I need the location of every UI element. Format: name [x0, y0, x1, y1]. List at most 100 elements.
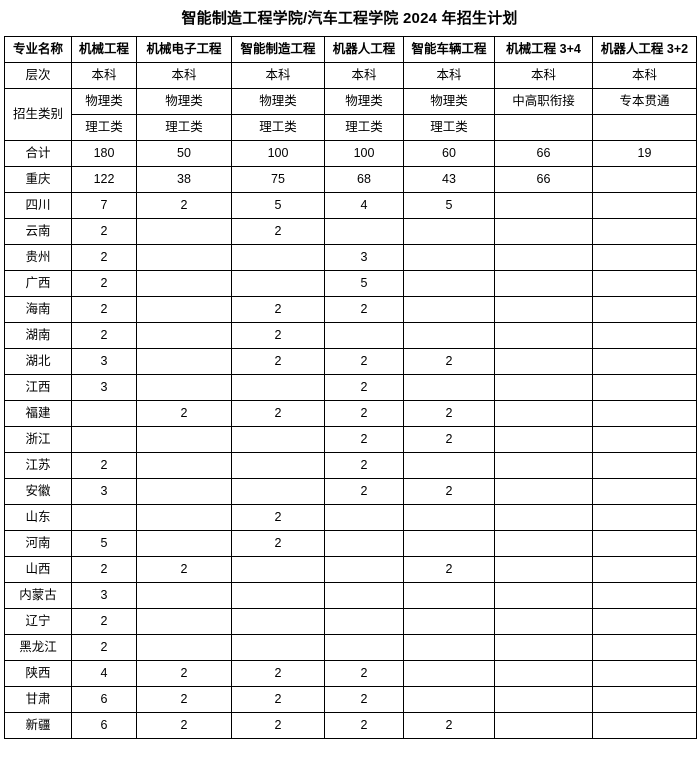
level-cell: 本科 [71, 62, 137, 89]
value-cell [403, 686, 495, 713]
column-header-mechatronics: 机械电子工程 [136, 36, 232, 63]
value-cell [136, 218, 232, 245]
value-cell [494, 296, 593, 323]
value-cell [136, 582, 232, 609]
value-cell: 122 [71, 166, 137, 193]
table-row: 安徽 3 2 2 [4, 478, 697, 505]
category-row-label: 招生类别 [4, 88, 72, 141]
category-cell [592, 114, 697, 141]
value-cell: 2 [231, 348, 325, 375]
row-label: 黑龙江 [4, 634, 72, 661]
table-row: 黑龙江 2 [4, 634, 697, 661]
value-cell [592, 452, 697, 479]
row-label: 河南 [4, 530, 72, 557]
value-cell: 6 [71, 686, 137, 713]
value-cell [494, 504, 593, 531]
value-cell: 2 [71, 556, 137, 583]
value-cell [136, 478, 232, 505]
category-cell: 理工类 [71, 114, 137, 141]
value-cell: 75 [231, 166, 325, 193]
value-cell [231, 426, 325, 453]
value-cell [136, 530, 232, 557]
value-cell [324, 504, 404, 531]
table-row: 重庆 122 38 75 68 43 66 [4, 166, 697, 193]
value-cell: 4 [324, 192, 404, 219]
row-label: 陕西 [4, 660, 72, 687]
page-title: 智能制造工程学院/汽车工程学院 2024 年招生计划 [181, 10, 518, 27]
value-cell [494, 634, 593, 661]
value-cell [136, 426, 232, 453]
row-label: 安徽 [4, 478, 72, 505]
value-cell [231, 608, 325, 635]
value-cell [231, 478, 325, 505]
value-cell [403, 660, 495, 687]
value-cell [494, 322, 593, 349]
value-cell: 2 [324, 296, 404, 323]
row-label: 四川 [4, 192, 72, 219]
value-cell: 2 [136, 400, 232, 427]
value-cell: 2 [324, 686, 404, 713]
value-cell [403, 270, 495, 297]
value-cell: 2 [136, 556, 232, 583]
value-cell: 3 [71, 374, 137, 401]
table-row: 湖南 2 2 [4, 322, 697, 349]
row-label: 合计 [4, 140, 72, 167]
category-row-top: 招生类别 物理类 物理类 物理类 物理类 物理类 中高职衔接 专本贯通 [4, 88, 697, 141]
value-cell [494, 712, 593, 739]
level-row-label: 层次 [4, 62, 72, 89]
value-cell: 2 [231, 296, 325, 323]
value-cell: 2 [71, 270, 137, 297]
table-row: 山东 2 [4, 504, 697, 531]
row-label: 江西 [4, 374, 72, 401]
value-cell [324, 634, 404, 661]
column-header-intelligent-vehicle: 智能车辆工程 [403, 36, 495, 63]
category-cell [494, 114, 593, 141]
table-row: 辽宁 2 [4, 608, 697, 635]
value-cell [403, 452, 495, 479]
value-cell: 2 [71, 322, 137, 349]
value-cell [592, 686, 697, 713]
value-cell [494, 348, 593, 375]
value-cell: 2 [324, 712, 404, 739]
value-cell [494, 556, 593, 583]
value-cell: 180 [71, 140, 137, 167]
value-cell: 2 [231, 712, 325, 739]
table-row: 山西 2 2 2 [4, 556, 697, 583]
row-label: 新疆 [4, 712, 72, 739]
value-cell [494, 582, 593, 609]
value-cell [592, 296, 697, 323]
value-cell: 2 [403, 348, 495, 375]
column-header-mechanical-3plus4: 机械工程 3+4 [494, 36, 593, 63]
value-cell: 60 [403, 140, 495, 167]
category-cell: 物理类 [403, 88, 495, 115]
column-header-robotics-3plus2: 机器人工程 3+2 [592, 36, 697, 63]
value-cell [494, 452, 593, 479]
category-cell: 物理类 [231, 88, 325, 115]
value-cell: 2 [231, 660, 325, 687]
value-cell: 2 [71, 452, 137, 479]
value-cell [592, 400, 697, 427]
value-cell [592, 660, 697, 687]
value-cell [592, 530, 697, 557]
value-cell [494, 218, 593, 245]
value-cell [494, 270, 593, 297]
value-cell [136, 270, 232, 297]
value-cell [592, 608, 697, 635]
row-label: 福建 [4, 400, 72, 427]
value-cell [403, 296, 495, 323]
value-cell [136, 634, 232, 661]
value-cell: 6 [71, 712, 137, 739]
table-row: 海南 2 2 2 [4, 296, 697, 323]
value-cell [403, 504, 495, 531]
value-cell [494, 374, 593, 401]
category-cell: 物理类 [136, 88, 232, 115]
value-cell [592, 192, 697, 219]
enrollment-plan-table: 专业名称 机械工程 机械电子工程 智能制造工程 机器人工程 智能车辆工程 机械工… [4, 36, 697, 739]
table-row: 四川 7 2 5 4 5 [4, 192, 697, 219]
level-cell: 本科 [324, 62, 404, 89]
category-cell: 专本贯通 [592, 88, 697, 115]
table-row: 江西 3 2 [4, 374, 697, 401]
value-cell [403, 218, 495, 245]
row-label: 山西 [4, 556, 72, 583]
